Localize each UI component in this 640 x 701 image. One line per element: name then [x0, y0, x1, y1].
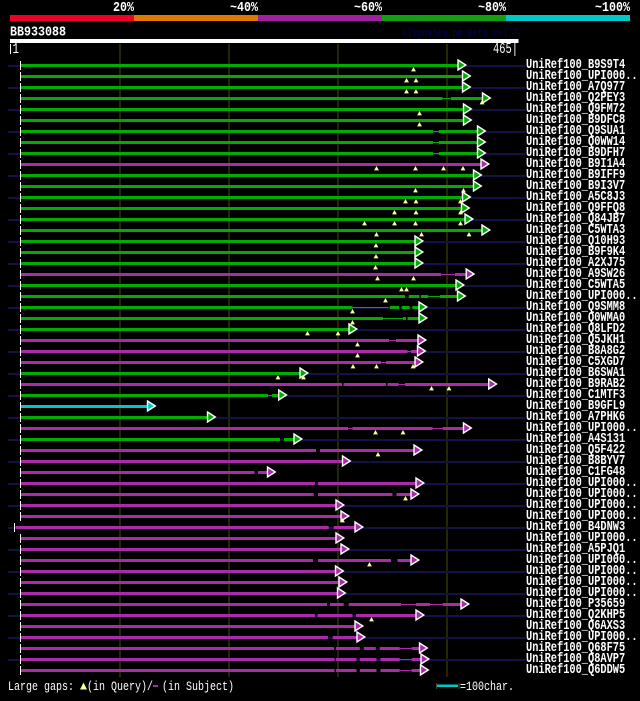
svg-text:UniRef100_Q5JKH1: UniRef100_Q5JKH1 [526, 332, 625, 348]
svg-text:BB933088: BB933088 [10, 25, 66, 41]
svg-text:UniRef100_B9F9K4: UniRef100_B9F9K4 [526, 244, 625, 260]
svg-text:UniRef100_UPI000..: UniRef100_UPI000.. [526, 420, 638, 436]
svg-text:AlignView.pm Beta rel.7: AlignView.pm Beta rel.7 [402, 27, 518, 41]
svg-text:~60%: ~60% [354, 0, 382, 16]
svg-text:~100%: ~100% [595, 0, 630, 16]
svg-text:1: 1 [13, 41, 20, 58]
svg-text:UniRef100_Q84JB7: UniRef100_Q84JB7 [526, 211, 625, 227]
svg-text:UniRef100_Q2PEY3: UniRef100_Q2PEY3 [526, 90, 625, 106]
svg-text:465|: 465| [493, 41, 518, 58]
svg-text:UniRef100_Q9SUA1: UniRef100_Q9SUA1 [526, 123, 625, 139]
svg-text:UniRef100_B6SWA1: UniRef100_B6SWA1 [526, 365, 625, 381]
svg-text:UniRef100_C5WTA5: UniRef100_C5WTA5 [526, 277, 625, 293]
svg-text:UniRef100_A5C8J3: UniRef100_A5C8J3 [526, 189, 625, 205]
svg-text:UniRef100_C5WTA3: UniRef100_C5WTA3 [526, 222, 625, 238]
svg-text:UniRef100_B9I1A4: UniRef100_B9I1A4 [526, 156, 625, 172]
svg-text:UniRef100_B9GFL9: UniRef100_B9GFL9 [526, 398, 625, 414]
svg-text:UniRef100_UPI000..: UniRef100_UPI000.. [526, 508, 638, 524]
svg-text:UniRef100_A7PHK6: UniRef100_A7PHK6 [526, 409, 625, 425]
svg-text:UniRef100_Q8LFD2: UniRef100_Q8LFD2 [526, 321, 625, 337]
svg-text:UniRef100_UPI000..: UniRef100_UPI000.. [526, 68, 638, 84]
svg-text:UniRef100_UPI000..: UniRef100_UPI000.. [526, 629, 638, 645]
svg-text:UniRef100_B9DFH7: UniRef100_B9DFH7 [526, 145, 625, 161]
svg-text:UniRef100_B9S9T4: UniRef100_B9S9T4 [526, 57, 625, 73]
svg-text:20%: 20% [113, 0, 134, 16]
svg-text:UniRef100_Q0WW14: UniRef100_Q0WW14 [526, 134, 625, 150]
svg-text:UniRef100_UPI000..: UniRef100_UPI000.. [526, 288, 638, 304]
svg-text:UniRef100_UPI000..: UniRef100_UPI000.. [526, 563, 638, 579]
svg-text:UniRef100_A7Q977: UniRef100_A7Q977 [526, 79, 625, 95]
svg-text:UniRef100_UPI000..: UniRef100_UPI000.. [526, 585, 638, 601]
svg-text:UniRef100_UPI000..: UniRef100_UPI000.. [526, 574, 638, 590]
svg-text:Large gaps:: Large gaps: [8, 679, 74, 694]
svg-text:UniRef100_A2XJ75: UniRef100_A2XJ75 [526, 255, 625, 271]
svg-text:~80%: ~80% [478, 0, 506, 16]
svg-text:UniRef100_UPI000..: UniRef100_UPI000.. [526, 530, 638, 546]
svg-text:UniRef100_Q6AXS3: UniRef100_Q6AXS3 [526, 618, 625, 634]
svg-text:UniRef100_B9I3V7: UniRef100_B9I3V7 [526, 178, 625, 194]
svg-text:UniRef100_Q10H93: UniRef100_Q10H93 [526, 233, 625, 249]
svg-text:UniRef100_A5PJQ1: UniRef100_A5PJQ1 [526, 541, 625, 557]
svg-text:UniRef100_UPI000..: UniRef100_UPI000.. [526, 552, 638, 568]
svg-text:UniRef100_C5XGD7: UniRef100_C5XGD7 [526, 354, 625, 370]
svg-text:UniRef100_C1MTF3: UniRef100_C1MTF3 [526, 387, 625, 403]
svg-text:UniRef100_B8BYV7: UniRef100_B8BYV7 [526, 453, 625, 469]
svg-text:UniRef100_Q9SMM8: UniRef100_Q9SMM8 [526, 299, 625, 315]
svg-text:UniRef100_Q6DDW5: UniRef100_Q6DDW5 [526, 662, 625, 678]
svg-text:UniRef100_Q8AVP7: UniRef100_Q8AVP7 [526, 651, 625, 667]
svg-text:UniRef100_UPI000..: UniRef100_UPI000.. [526, 486, 638, 502]
svg-text:UniRef100_B9RAB2: UniRef100_B9RAB2 [526, 376, 625, 392]
svg-text:UniRef100_P35659: UniRef100_P35659 [526, 596, 625, 612]
svg-text:UniRef100_B4DNW3: UniRef100_B4DNW3 [526, 519, 625, 535]
svg-text:=100char.: =100char. [460, 679, 514, 694]
svg-text:UniRef100_C1FG48: UniRef100_C1FG48 [526, 464, 625, 480]
svg-text:UniRef100_UPI000..: UniRef100_UPI000.. [526, 475, 638, 491]
svg-text:UniRef100_A4S131: UniRef100_A4S131 [526, 431, 625, 447]
svg-text:(in Query)/: (in Query)/ [87, 679, 153, 694]
svg-text:UniRef100_Q5F422: UniRef100_Q5F422 [526, 442, 625, 458]
svg-text:UniRef100_Q9FM72: UniRef100_Q9FM72 [526, 101, 625, 117]
svg-text:UniRef100_Q9FFQ8: UniRef100_Q9FFQ8 [526, 200, 625, 216]
svg-text:~40%: ~40% [230, 0, 258, 16]
svg-text:UniRef100_B8A8G2: UniRef100_B8A8G2 [526, 343, 625, 359]
svg-text:UniRef100_Q2KHP5: UniRef100_Q2KHP5 [526, 607, 625, 623]
svg-text:(in Subject): (in Subject) [162, 679, 234, 694]
svg-text:UniRef100_Q68F75: UniRef100_Q68F75 [526, 640, 625, 656]
svg-text:UniRef100_UPI000..: UniRef100_UPI000.. [526, 497, 638, 513]
svg-text:UniRef100_A9SW26: UniRef100_A9SW26 [526, 266, 625, 282]
svg-text:UniRef100_B9DFC8: UniRef100_B9DFC8 [526, 112, 625, 128]
svg-text:UniRef100_B9IFF9: UniRef100_B9IFF9 [526, 167, 625, 183]
svg-text:UniRef100_Q0WMA0: UniRef100_Q0WMA0 [526, 310, 625, 326]
